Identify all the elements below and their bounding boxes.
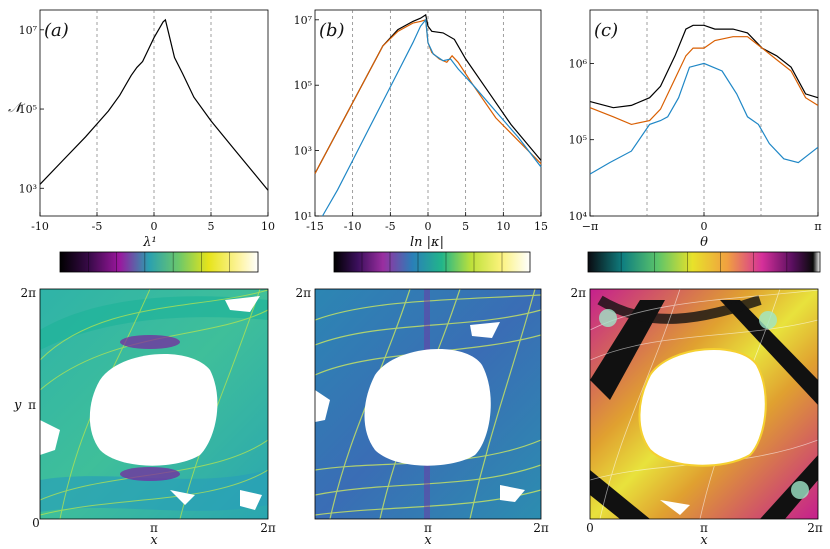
plotB-xtick-label-2: -5 [385,220,396,233]
colorbar-b [333,251,531,273]
map-a-xlabel: x [150,533,158,548]
plot-a-gridlines [96,10,212,216]
plot-b-series [314,13,542,217]
map-a-x-tick-pi: π [150,521,158,535]
plot-c-xlabel: θ [700,235,708,250]
plotB-xtick-label-5: 10 [496,220,510,233]
colorbar-a-ticks [87,252,231,272]
plotA-xtick-label-0: -10 [31,220,49,233]
plotA-series-N [39,18,269,191]
plotC-xtick-label-2: π [814,220,821,233]
map-b-x-tick-pi: π [424,521,432,535]
map-b-frame [314,288,542,520]
plotB-xtick-label-1: -10 [344,220,362,233]
plotB-xtick-label-3: 0 [425,220,432,233]
plot-c-series [589,24,819,175]
plotC-xtick-label-0: −π [582,220,598,233]
map-c [590,289,818,519]
plotA-ytick-label-0: 10³ [19,182,37,195]
plot-b-y-ticks: 10¹ 10³ 10⁵ 10⁷ [294,14,319,223]
plotB-xtick-label-6: 15 [534,220,548,233]
colorbar-c [587,251,821,273]
plot-b-x-ticks: -15 -10 -5 0 5 10 15 [306,212,548,233]
plot-b-xlabel: ln |κ| [410,235,444,250]
plotA-xtick-label-3: 5 [208,220,215,233]
plot-c-x-ticks: −π 0 π [582,212,822,233]
plotB-ytick-label-2: 10⁵ [294,79,312,92]
map-b-y-tick-2pi: 2π [295,286,311,300]
map-a [40,289,268,519]
map-b-xlabel: x [424,533,432,548]
plotB-ytick-label-1: 10³ [294,145,312,158]
plotB-series-blue [321,18,542,217]
plotB-xtick-label-0: -15 [306,220,324,233]
plot-c: −π 0 π 10⁴ 10⁵ 10⁶ (c) θ [569,9,822,250]
map-c-xlabel: x [700,533,708,548]
map-c-x-tick-0: 0 [586,521,594,535]
plotA-ytick-label-2: 10⁷ [19,24,38,37]
plot-a-x-ticks: -10 -5 0 5 10 [31,212,275,233]
plotC-ytick-label-0: 10⁴ [569,210,588,223]
plotB-xtick-label-4: 5 [462,220,469,233]
plotC-series-orange [589,36,819,126]
plotC-ytick-label-1: 10⁵ [569,134,587,147]
map-c-y-tick-2pi: 2π [570,286,586,300]
map-a-frame [39,288,269,520]
plot-a-series [39,18,269,191]
plot-a-label: (a) [44,20,69,41]
plotC-series-total [589,24,819,109]
plot-a-xlabel: λ¹ [142,235,156,250]
plot-c-y-ticks: 10⁴ 10⁵ 10⁶ [569,57,594,223]
map-c-x-tick-pi: π [700,521,708,535]
map-a-ylabel: y [13,398,22,413]
map-b-x-tick-2pi: 2π [533,521,549,535]
plotA-xtick-label-1: -5 [92,220,103,233]
plot-b-label: (b) [319,20,345,41]
colorbar-a [59,251,259,273]
plotC-xtick-label-1: 0 [701,220,708,233]
plot-a-y-ticks: 10³ 10⁵ 10⁷ [19,24,44,195]
map-a-y-tick-pi: π [28,398,36,412]
plotA-xtick-label-2: 0 [151,220,158,233]
plotA-xtick-label-4: 10 [261,220,275,233]
colorbar-c-ticks [620,252,788,272]
map-b [315,289,541,519]
map-c-x-tick-2pi: 2π [807,521,823,535]
map-c-frame [589,288,819,520]
map-a-x-tick-0: 0 [32,516,40,530]
plot-c-gridlines [646,10,762,216]
plotC-ytick-label-2: 10⁶ [569,57,588,70]
plotA-ytick-label-1: 10⁵ [19,103,37,116]
plotB-ytick-label-3: 10⁷ [294,14,313,27]
map-a-y-tick-2pi: 2π [20,286,36,300]
plot-b: -15 -10 -5 0 5 10 15 10¹ 10³ 10⁵ 10⁷ (b) ln |κ| [294,9,548,250]
plotB-ytick-label-0: 10¹ [294,210,312,223]
plot-c-label: (c) [594,20,618,41]
map-a-x-tick-2pi: 2π [260,521,276,535]
plotC-series-blue [589,62,819,175]
colorbar-b-ticks [361,252,503,272]
